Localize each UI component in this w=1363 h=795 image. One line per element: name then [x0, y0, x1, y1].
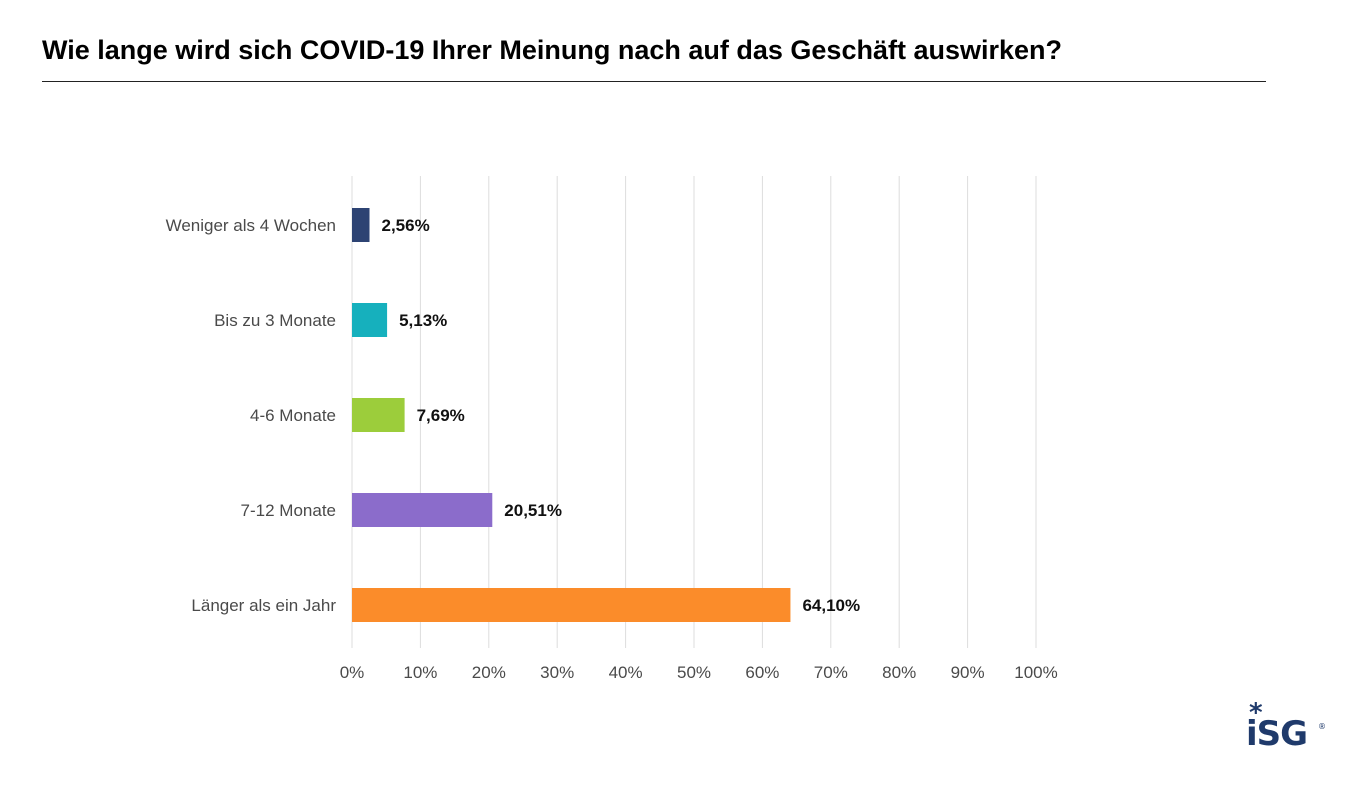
- category-label: 4-6 Monate: [250, 406, 336, 425]
- isg-logo: * iSG ®: [1246, 700, 1326, 760]
- x-tick-label: 60%: [745, 663, 779, 682]
- value-label: 7,69%: [417, 406, 465, 425]
- bar: [352, 208, 370, 242]
- x-tick-label: 20%: [472, 663, 506, 682]
- value-label: 20,51%: [504, 501, 562, 520]
- gridlines: [351, 176, 1037, 648]
- value-label: 2,56%: [382, 216, 430, 235]
- value-label: 5,13%: [399, 311, 447, 330]
- x-tick-label: 100%: [1014, 663, 1057, 682]
- category-label: Bis zu 3 Monate: [214, 311, 336, 330]
- category-label: Weniger als 4 Wochen: [166, 216, 336, 235]
- x-tick-label: 90%: [951, 663, 985, 682]
- x-tick-label: 50%: [677, 663, 711, 682]
- bar: [352, 303, 388, 337]
- x-tick-label: 40%: [609, 663, 643, 682]
- chart-title: Wie lange wird sich COVID-19 Ihrer Meinu…: [42, 35, 1063, 65]
- registered-mark: ®: [1318, 722, 1326, 731]
- title-divider: [42, 81, 1266, 82]
- x-tick-label: 30%: [540, 663, 574, 682]
- category-label: 7-12 Monate: [241, 501, 336, 520]
- bar: [352, 588, 791, 622]
- x-tick-label: 0%: [340, 663, 365, 682]
- value-label: 64,10%: [802, 596, 860, 615]
- x-tick-label: 70%: [814, 663, 848, 682]
- logo-star-icon: *: [1249, 698, 1263, 728]
- bar: [352, 398, 405, 432]
- x-tick-label: 10%: [403, 663, 437, 682]
- x-tick-label: 80%: [882, 663, 916, 682]
- bar: [352, 493, 493, 527]
- logo-text: iSG: [1246, 714, 1308, 754]
- category-label: Länger als ein Jahr: [191, 596, 336, 615]
- labels: 0% 10% 20% 30% 40% 50% 60% 70% 80% 90% 100% Weniger…: [166, 216, 1058, 682]
- bars: [352, 208, 791, 622]
